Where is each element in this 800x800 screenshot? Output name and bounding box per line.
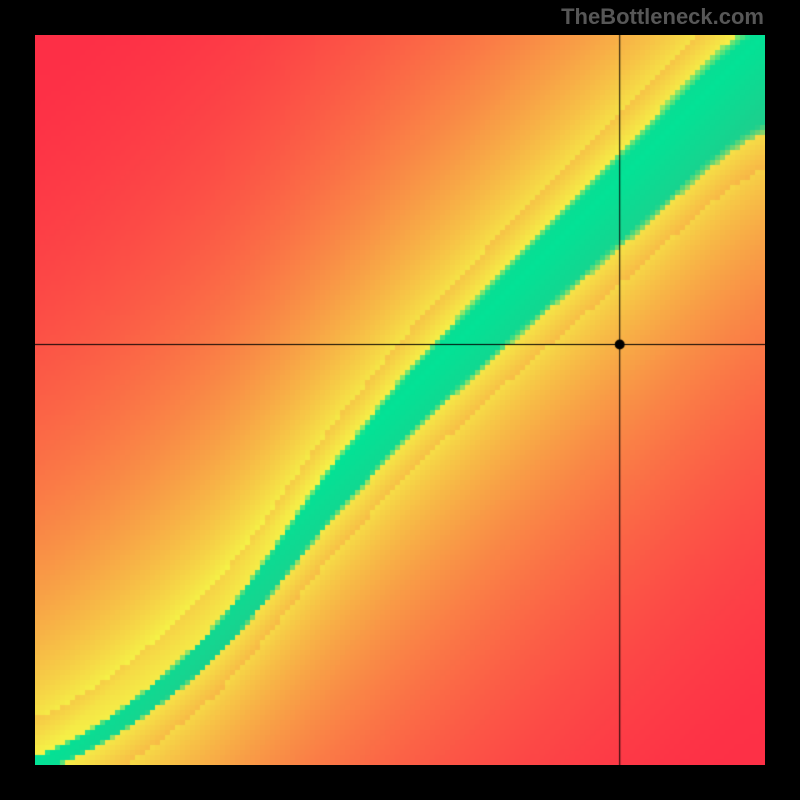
watermark-text: TheBottleneck.com: [561, 4, 764, 30]
bottleneck-heatmap: [35, 35, 765, 765]
chart-container: TheBottleneck.com: [0, 0, 800, 800]
